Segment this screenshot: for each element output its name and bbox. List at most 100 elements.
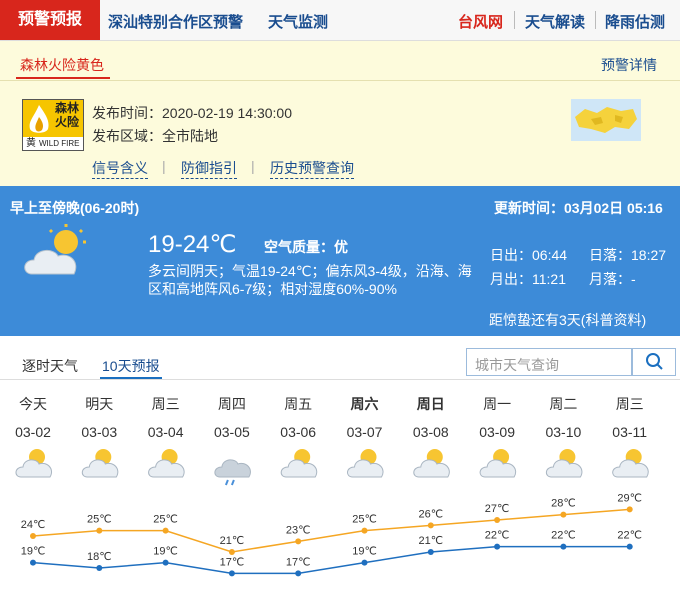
nav-link[interactable]: 台风网 <box>458 14 504 31</box>
rain-icon <box>214 459 251 486</box>
nav-link[interactable]: 深汕特别合作区预警 <box>108 14 244 31</box>
cloud <box>347 459 384 478</box>
tab-underline <box>16 77 110 79</box>
cloud <box>81 459 119 478</box>
warning-tab[interactable]: 森林火险黄色 <box>20 57 104 73</box>
tab-underline <box>100 377 162 379</box>
separator <box>514 11 515 29</box>
temp-point <box>626 543 633 550</box>
fire-icon: 森林 火险 黄 WILD FIRE <box>22 99 84 151</box>
search-placeholder: 城市天气查询 <box>475 357 559 373</box>
issue-area: 发布区域：全市陆地 <box>92 128 218 144</box>
temp-point <box>427 549 434 555</box>
temp-label: 25℃ <box>87 514 112 526</box>
issue-time: 发布时间：2020-02-19 14:30:00 <box>92 105 292 121</box>
temp-label: 22℃ <box>485 530 510 542</box>
map-thumbnail[interactable] <box>571 99 641 141</box>
description: 区和高地阵风6-7级；相对湿度60%-90% <box>148 281 397 297</box>
temp-label: 19℃ <box>21 546 46 558</box>
temp-label: 27℃ <box>485 503 510 515</box>
date-label: 03-08 <box>413 424 449 440</box>
day-label: 周六 <box>351 396 379 412</box>
temp-label: 19℃ <box>352 546 377 558</box>
cloud-sun-icon <box>15 449 53 478</box>
day-label: 周三 <box>152 396 180 412</box>
info-link[interactable]: 信号含义 <box>92 158 148 179</box>
search-button[interactable] <box>632 348 676 376</box>
temp-label: 23℃ <box>286 524 311 536</box>
cloud <box>413 459 450 478</box>
day-label: 周一 <box>483 396 511 412</box>
nav-link[interactable]: 天气解读 <box>525 14 586 31</box>
date-label: 03-05 <box>214 424 250 440</box>
solar-term[interactable]: 距惊蛰还有3天(科普资料) <box>489 312 647 328</box>
warning-panel: 森林火险黄色 预警详情 森林 火险 黄 WILD FIRE 发布时间：2020-… <box>0 41 680 186</box>
icon-level: 黄 <box>26 138 36 149</box>
cloud-sun-icon <box>612 449 649 478</box>
temp-point <box>30 533 36 539</box>
date-label: 03-10 <box>545 424 581 440</box>
cloud <box>15 459 53 478</box>
nav-active[interactable]: 预警预报 <box>0 0 100 40</box>
info-link[interactable]: 历史预警查询 <box>270 158 354 179</box>
temp-point <box>30 559 36 566</box>
cloud-sun-icon <box>479 449 517 478</box>
temp-point <box>295 570 302 577</box>
temp-label: 29℃ <box>617 492 642 504</box>
forecast-chart: 今天 03-02 明天 03-03 周三 03-04 周四 03-05 周五 03-06 周六 03-… <box>15 396 649 577</box>
temp-point <box>494 517 501 523</box>
temp-label: 18℃ <box>87 551 112 563</box>
temp-point <box>96 527 103 534</box>
temp-point <box>162 559 169 566</box>
date-label: 03-11 <box>612 424 647 440</box>
cloud-sun-icon <box>347 449 384 478</box>
moonrise: 月出：11:21 <box>490 271 566 287</box>
cloud <box>479 459 517 478</box>
description: 多云间阴天；气温19-24℃；偏东风3-4级，沿海、海 <box>148 263 472 279</box>
temp-label: 25℃ <box>153 514 178 526</box>
sunset: 日落：18:27 <box>589 247 667 263</box>
temp-label: 24℃ <box>21 519 46 531</box>
temp-point <box>96 565 103 571</box>
separator <box>595 11 596 29</box>
temp-label: 21℃ <box>220 535 245 547</box>
temp-point <box>560 511 567 518</box>
temp-point <box>162 527 169 534</box>
icon-en: WILD FIRE <box>39 139 80 148</box>
cloud-sun-icon <box>148 449 185 478</box>
tab[interactable]: 逐时天气 <box>22 358 78 374</box>
tab-active[interactable]: 10天预报 <box>102 358 160 374</box>
cloud-sun-icon <box>81 449 119 478</box>
date-label: 03-07 <box>347 424 383 440</box>
cloud <box>612 459 649 478</box>
temp-point <box>228 549 235 555</box>
temp-line <box>32 508 630 553</box>
cloud <box>545 459 583 478</box>
air-quality: 空气质量：优 <box>264 239 348 255</box>
weather-icon <box>24 224 86 275</box>
icon-text: 火险 <box>55 115 80 129</box>
cloud <box>148 459 185 478</box>
cloud <box>280 459 318 478</box>
day-label: 周五 <box>284 396 312 412</box>
cloud-sun-icon <box>280 449 318 478</box>
nav-bar: 预警预报 深汕特别合作区预警 天气监测 台风网 天气解读 降雨估测 <box>0 0 680 41</box>
date-label: 03-06 <box>280 424 316 440</box>
info-link[interactable]: 防御指引 <box>181 158 237 179</box>
search-box[interactable]: 城市天气查询 <box>466 348 632 376</box>
date-label: 03-02 <box>15 424 51 440</box>
sunrise: 日出：06:44 <box>490 247 568 263</box>
nav-link[interactable]: 天气监测 <box>268 14 329 31</box>
day-label: 周三 <box>616 396 644 412</box>
divider <box>0 80 680 81</box>
day-label: 周四 <box>218 396 246 412</box>
moonset: 月落：- <box>589 271 636 287</box>
date-label: 03-03 <box>81 424 117 440</box>
detail-link[interactable]: 预警详情 <box>601 57 657 73</box>
date-label: 03-09 <box>479 424 515 440</box>
day-label: 今天 <box>19 396 47 412</box>
nav-link[interactable]: 降雨估测 <box>605 14 666 31</box>
separator: | <box>251 158 255 174</box>
cloud-sun-icon <box>545 449 583 478</box>
